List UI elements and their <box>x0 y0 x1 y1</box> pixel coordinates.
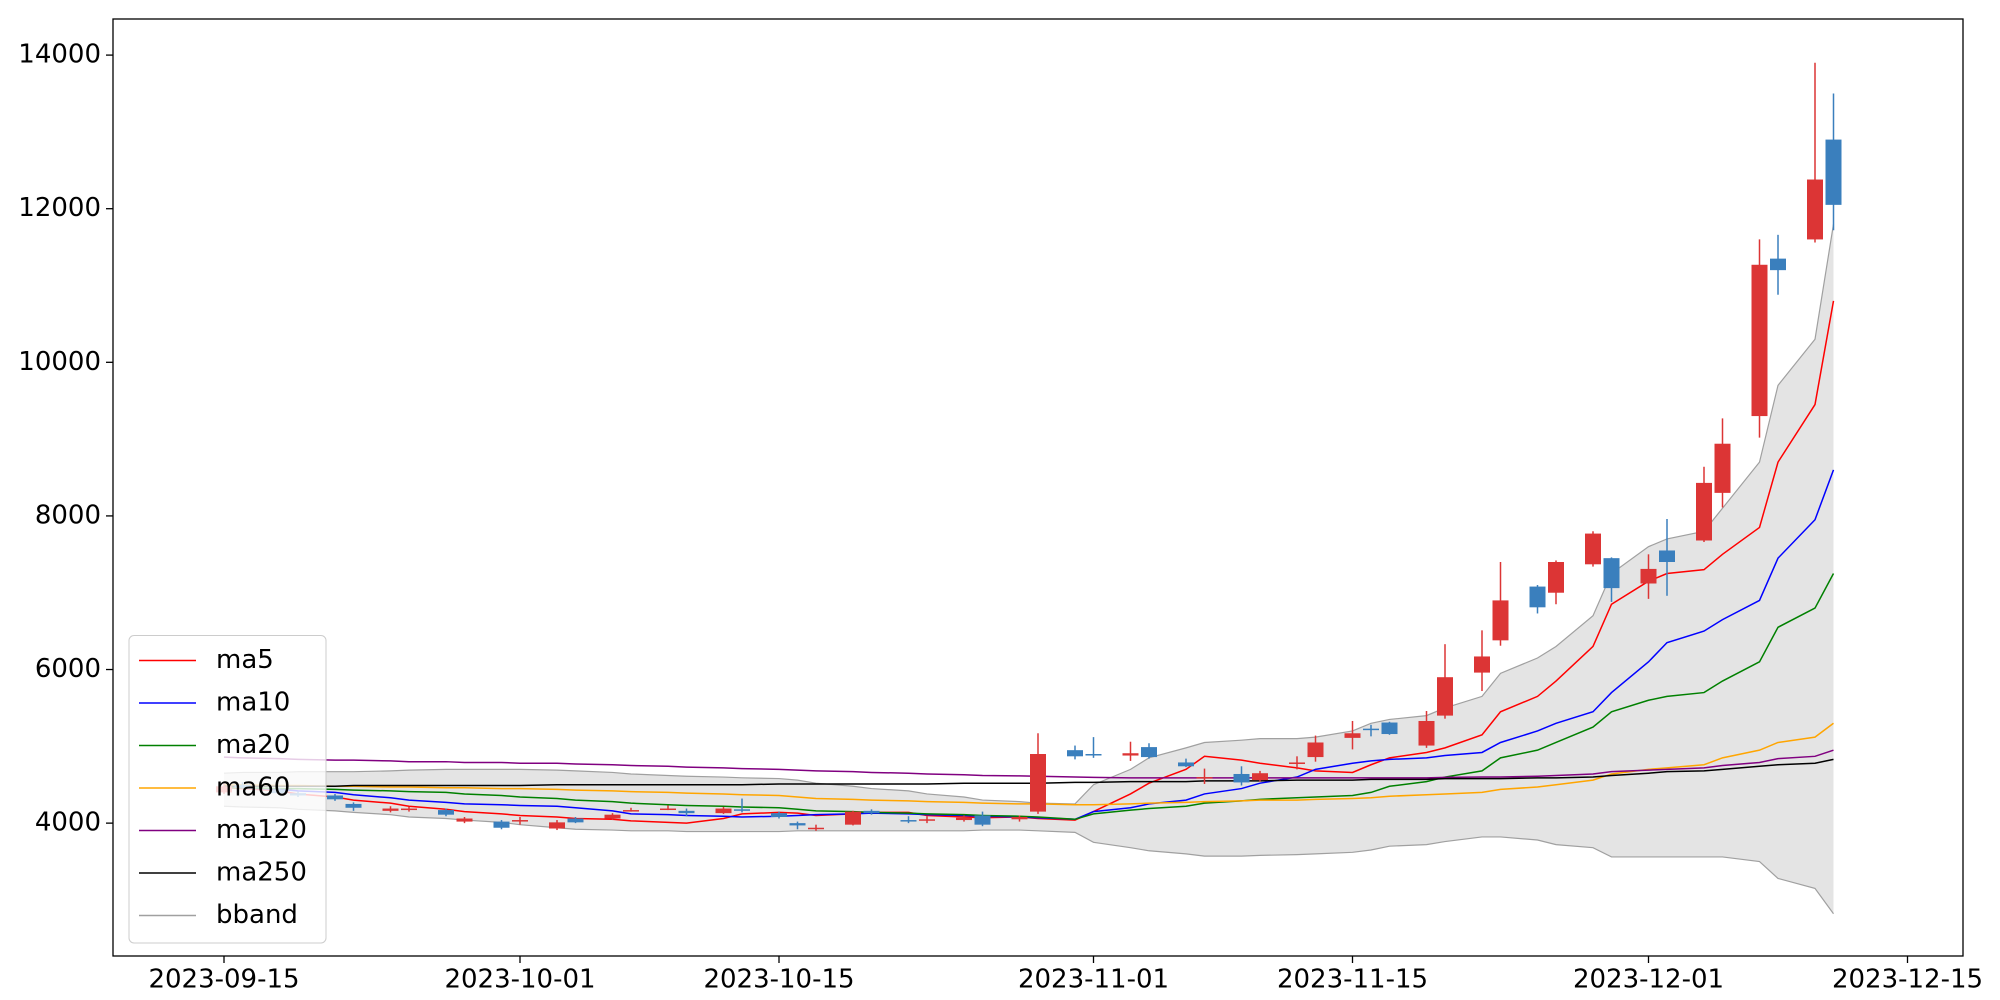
candle-body <box>1640 568 1657 584</box>
candle-body <box>1696 482 1712 541</box>
candle-body <box>401 808 417 811</box>
candle-body <box>1252 773 1268 781</box>
candle-body <box>438 810 454 815</box>
candle-body <box>900 820 917 822</box>
y-tick-label: 6000 <box>35 654 101 684</box>
ma-line <box>224 758 1834 788</box>
candle-body <box>1307 742 1324 758</box>
candle-body <box>1289 762 1305 764</box>
candle-body <box>660 808 676 811</box>
candle-body <box>1474 656 1490 673</box>
ma-line <box>223 469 1835 821</box>
candle-body <box>715 808 732 814</box>
y-tick-label: 14000 <box>18 40 101 70</box>
candle-body <box>974 815 991 825</box>
candle-body <box>1751 264 1768 417</box>
x-tick-label: 2023-12-01 <box>1573 965 1724 995</box>
y-tick-label: 12000 <box>18 193 101 223</box>
candle-body <box>1437 677 1453 716</box>
candle-body <box>1770 258 1786 271</box>
x-tick-label: 2023-10-15 <box>703 965 854 995</box>
ma-line <box>224 573 1835 821</box>
candle-body <box>512 820 528 822</box>
x-tick-label: 2023-10-01 <box>444 965 595 995</box>
candle-body <box>771 813 787 817</box>
legend-label: ma60 <box>216 773 290 803</box>
candle-body <box>1381 722 1398 735</box>
candle-body <box>1714 443 1731 493</box>
candle-body <box>1178 762 1194 767</box>
candle-body <box>1529 586 1546 608</box>
candle-body <box>493 821 510 828</box>
x-tick-label: 2023-11-01 <box>1018 965 1169 995</box>
candle-body <box>623 810 639 812</box>
candle-body <box>456 818 473 822</box>
x-tick-label: 2023-12-15 <box>1832 965 1983 995</box>
candle-body <box>1363 728 1379 731</box>
bband-upper <box>223 223 1835 805</box>
legend-label: ma5 <box>216 645 274 675</box>
candle-body <box>1233 773 1250 783</box>
legend-label: ma120 <box>216 815 307 845</box>
candle-body <box>1030 754 1046 812</box>
candle-body <box>345 803 362 808</box>
candle-body <box>1085 754 1102 756</box>
candle-body <box>956 817 972 821</box>
candle-body <box>327 795 343 800</box>
candle-body <box>734 809 750 811</box>
candle-body <box>604 814 621 819</box>
legend-label: bband <box>216 900 298 930</box>
x-tick-label: 2023-11-15 <box>1277 965 1428 995</box>
candle-body <box>1603 558 1620 589</box>
candle-body <box>678 810 695 814</box>
candle-body <box>549 822 565 829</box>
candle-body <box>1344 733 1361 738</box>
candle-body <box>382 808 399 811</box>
candle-body <box>1418 720 1435 746</box>
y-tick-label: 4000 <box>35 808 101 838</box>
legend-label: ma20 <box>216 730 290 760</box>
candle-body <box>567 818 584 823</box>
legend-label: ma10 <box>216 688 290 718</box>
candle-body <box>1011 816 1028 820</box>
axes-frame <box>112 18 1964 957</box>
candle-body <box>1659 550 1675 562</box>
legend-box <box>128 635 327 944</box>
candle-body <box>1585 533 1601 565</box>
candle-body <box>1141 747 1157 758</box>
ma-line <box>224 722 1834 806</box>
candle-body <box>1807 179 1823 240</box>
candle-body <box>808 827 824 830</box>
candle-body <box>1548 561 1564 593</box>
x-tick-label: 2023-09-15 <box>148 965 299 995</box>
candle-body <box>1196 777 1213 779</box>
candle-body <box>863 810 880 814</box>
legend-label: ma250 <box>216 858 307 888</box>
bband-fill <box>224 224 1834 914</box>
candle-body <box>1067 750 1083 757</box>
candle-body <box>919 819 935 821</box>
ma-line <box>223 749 1834 779</box>
candle-body <box>845 811 861 825</box>
candle-body <box>1492 600 1509 641</box>
y-tick-label: 10000 <box>18 347 101 377</box>
plot <box>216 62 1842 915</box>
candle-body <box>1122 753 1139 756</box>
candle-body <box>1825 139 1842 205</box>
candle-body <box>789 823 806 826</box>
y-tick-label: 8000 <box>35 500 101 530</box>
